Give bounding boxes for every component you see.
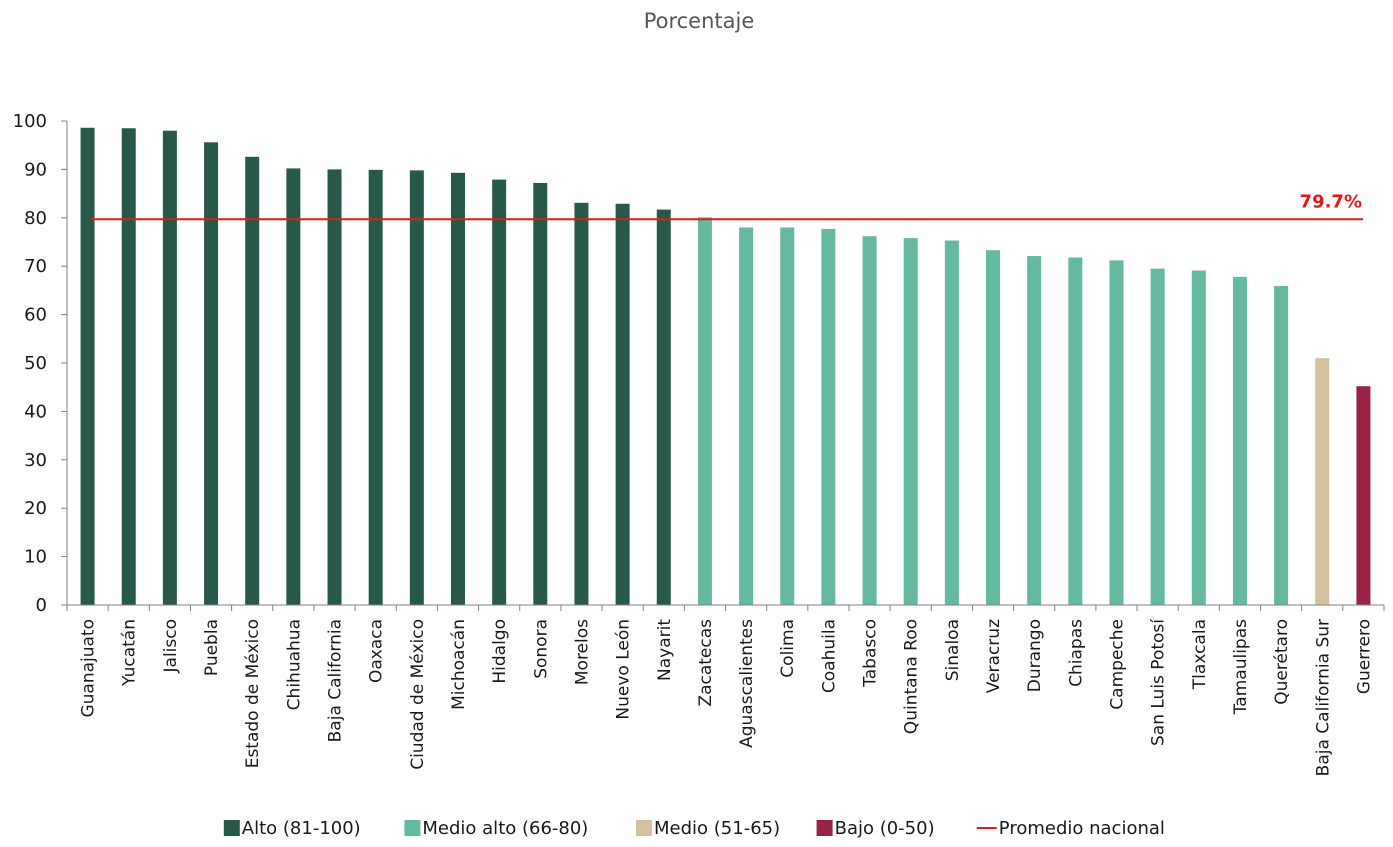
x-tick-label: Nuevo León bbox=[614, 619, 634, 720]
x-tick-label: Tamaulipas bbox=[1231, 619, 1251, 715]
bar-21 bbox=[903, 238, 918, 605]
bar-19 bbox=[821, 228, 836, 605]
bar-11 bbox=[492, 179, 507, 605]
legend-label: Promedio nacional bbox=[999, 818, 1165, 839]
x-tick-label: Chihuahua bbox=[284, 619, 304, 710]
bar-5 bbox=[245, 156, 260, 605]
y-axis: 0 10 20 30 40 50 60 70 80 90 100 bbox=[13, 111, 68, 616]
bars bbox=[80, 127, 1371, 606]
bar-26 bbox=[1109, 260, 1124, 605]
legend-item-promedio: Promedio nacional bbox=[976, 818, 1165, 839]
x-tick-label: Estado de México bbox=[243, 619, 263, 768]
y-tick-label: 100 bbox=[13, 111, 47, 132]
legend-item-medio_alto: Medio alto (66-80) bbox=[404, 818, 588, 839]
x-tick-label: Durango bbox=[1025, 619, 1045, 692]
bar-17 bbox=[739, 227, 754, 606]
x-tick-label: Sinaloa bbox=[943, 619, 963, 681]
x-tick-label: Puebla bbox=[202, 619, 222, 676]
bar-1 bbox=[80, 127, 95, 605]
average-label: 79.7% bbox=[1300, 191, 1362, 212]
y-tick-label: 50 bbox=[24, 353, 47, 374]
y-tick-label: 10 bbox=[24, 547, 47, 568]
y-tick-label: 20 bbox=[24, 498, 47, 519]
legend-swatch bbox=[816, 820, 833, 836]
bar-7 bbox=[327, 169, 342, 605]
x-tick-label: Yucatán bbox=[120, 619, 140, 687]
x-tick-label: Aguascalientes bbox=[737, 619, 757, 748]
x-tick-label: Baja California Sur bbox=[1313, 619, 1333, 776]
bar-30 bbox=[1274, 286, 1289, 605]
legend-swatch bbox=[223, 820, 240, 836]
x-tick-label: Guanajuato bbox=[79, 619, 99, 718]
y-tick-label: 70 bbox=[24, 256, 47, 277]
x-tick-label: San Luis Potosí bbox=[1149, 618, 1169, 746]
bar-6 bbox=[286, 168, 301, 605]
y-tick-label: 30 bbox=[24, 450, 47, 471]
x-tick-label: Tlaxcala bbox=[1190, 619, 1210, 690]
bar-18 bbox=[780, 227, 795, 606]
y-tick-label: 0 bbox=[36, 595, 47, 616]
y-tick-label: 60 bbox=[24, 305, 47, 326]
bar-29 bbox=[1232, 276, 1247, 605]
x-tick-label: Nayarit bbox=[655, 619, 675, 681]
bar-27 bbox=[1150, 268, 1165, 605]
chart-title: Porcentaje bbox=[644, 9, 755, 33]
bar-12 bbox=[533, 182, 548, 605]
bar-31 bbox=[1315, 358, 1330, 605]
bar-3 bbox=[162, 130, 177, 605]
legend-label: Medio (51-65) bbox=[654, 818, 780, 839]
bar-25 bbox=[1068, 257, 1083, 605]
x-tick-label: Oaxaca bbox=[367, 619, 387, 683]
bar-23 bbox=[986, 250, 1001, 606]
bar-10 bbox=[450, 172, 465, 606]
legend-label: Bajo (0-50) bbox=[835, 818, 935, 839]
bar-28 bbox=[1191, 270, 1206, 605]
legend: Alto (81-100) Medio alto (66-80) Medio (51… bbox=[223, 818, 1165, 839]
x-tick-label: Jalisco bbox=[161, 619, 181, 673]
x-tick-label: Tabasco bbox=[861, 619, 881, 688]
y-tick-label: 90 bbox=[24, 159, 47, 180]
y-tick-label: 80 bbox=[24, 208, 47, 229]
bar-32 bbox=[1356, 386, 1371, 605]
x-tick-label: Quintana Roo bbox=[902, 619, 922, 734]
legend-item-bajo: Bajo (0-50) bbox=[816, 818, 935, 839]
legend-label: Medio alto (66-80) bbox=[422, 818, 588, 839]
x-tick-label: Coahuila bbox=[819, 619, 839, 693]
bar-22 bbox=[944, 240, 959, 606]
x-tick-label: Morelos bbox=[572, 619, 592, 685]
x-tick-label: Veracruz bbox=[984, 619, 1004, 693]
bar-2 bbox=[121, 128, 136, 605]
legend-item-medio: Medio (51-65) bbox=[636, 818, 780, 839]
bar-8 bbox=[368, 169, 383, 605]
x-tick-label: Zacatecas bbox=[696, 619, 716, 707]
x-tick-label: Hidalgo bbox=[490, 619, 510, 684]
bar-24 bbox=[1027, 256, 1042, 605]
x-tick-label: Chiapas bbox=[1066, 619, 1086, 687]
legend-swatch bbox=[404, 820, 421, 836]
x-tick-label: Colima bbox=[778, 619, 798, 678]
bar-16 bbox=[697, 217, 712, 605]
legend-swatch bbox=[636, 820, 652, 836]
x-tick-label: Campeche bbox=[1107, 619, 1127, 710]
x-tick-label: Sonora bbox=[531, 619, 551, 679]
bar-20 bbox=[862, 236, 877, 605]
bar-9 bbox=[409, 170, 424, 605]
bar-13 bbox=[574, 202, 589, 606]
legend-label: Alto (81-100) bbox=[242, 818, 361, 839]
bar-14 bbox=[615, 203, 630, 605]
average-line-group: 79.7% bbox=[90, 191, 1363, 221]
y-tick-label: 40 bbox=[24, 401, 47, 422]
x-tick-label: Michoacán bbox=[449, 619, 469, 710]
bar-15 bbox=[656, 209, 671, 605]
x-tick-label: Ciudad de México bbox=[408, 619, 428, 770]
x-tick-label: Baja California bbox=[326, 619, 346, 742]
bar-4 bbox=[204, 142, 219, 606]
x-axis: Guanajuato Yucatán Jalisco Puebla Estado de … bbox=[66, 604, 1385, 776]
x-tick-label: Querétaro bbox=[1272, 619, 1292, 705]
legend-item-alto: Alto (81-100) bbox=[223, 818, 361, 839]
x-tick-label: Guerrero bbox=[1354, 619, 1374, 694]
